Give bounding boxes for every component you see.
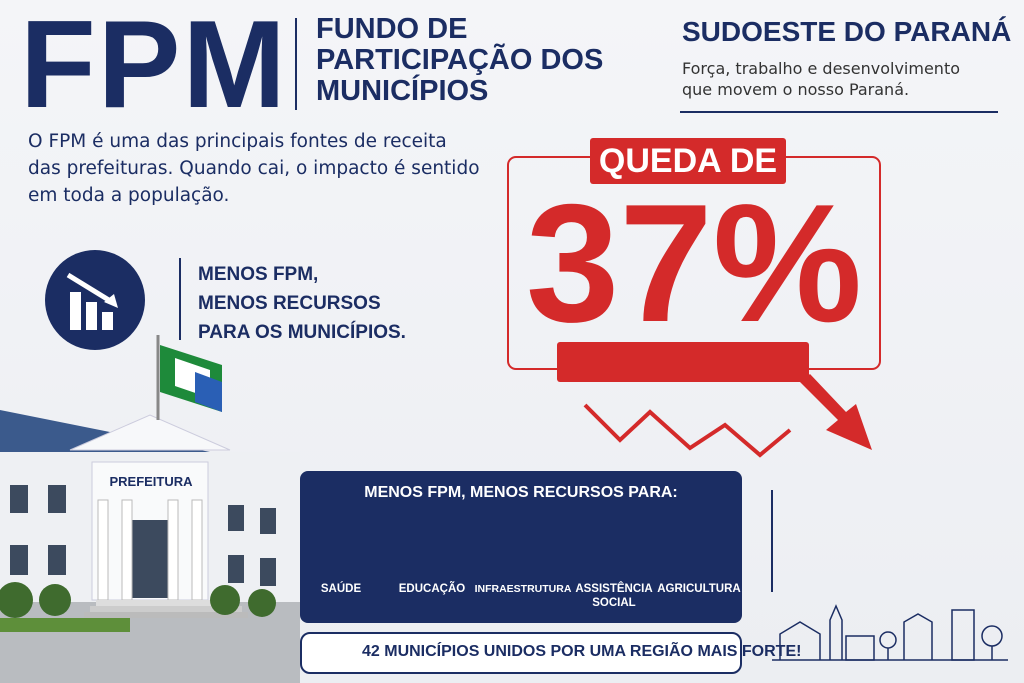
intro-line: O FPM é uma das principais fontes de rec… xyxy=(28,131,447,152)
intro-line: das prefeituras. Quando cai, o impacto é… xyxy=(28,158,480,179)
item-label: INFRAESTRUTURA xyxy=(474,583,572,595)
red-bar xyxy=(557,342,809,382)
panel-item: ASSISTÊNCIA SOCIAL xyxy=(571,582,657,610)
panel-item: INFRAESTRUTURA xyxy=(473,582,573,596)
item-label: SAÚDE xyxy=(320,583,362,595)
item-label: ASSISTÊNCIA xyxy=(575,583,653,595)
panel xyxy=(300,471,742,623)
town-skyline xyxy=(772,604,1008,661)
item-label: SOCIAL xyxy=(592,597,636,609)
panel-item: AGRICULTURA xyxy=(656,582,742,596)
highlight-value: 37% xyxy=(525,169,863,357)
callout-line: PARA OS MUNICÍPIOS. xyxy=(198,322,406,343)
region-subtitle: Força, trabalho e desenvolvimento que mo… xyxy=(682,58,960,100)
panel-item: EDUCAÇÃO xyxy=(389,582,475,596)
intro-line: em toda a população. xyxy=(28,185,230,206)
zigzag xyxy=(583,403,792,458)
region-title: SUDOESTE DO PARANÁ xyxy=(682,16,1012,47)
full-name-line: MUNICÍPIOS xyxy=(316,75,489,107)
panel-item: SAÚDE xyxy=(298,582,384,596)
acronym: FPM xyxy=(20,0,288,134)
intro: O FPM é uma das principais fontes de rec… xyxy=(28,128,480,209)
callout-line: MENOS RECURSOS xyxy=(198,293,381,314)
full-name-line: PARTICIPAÇÃO DOS xyxy=(316,44,604,76)
item-label: AGRICULTURA xyxy=(657,583,741,595)
full-name: FUNDO DE PARTICIPAÇÃO DOS MUNICÍPIOS xyxy=(316,14,603,107)
banner-text: 42 MUNICÍPIOS UNIDOS POR UMA REGIÃO MAIS… xyxy=(362,643,802,660)
bars-icon xyxy=(66,272,118,330)
panel-title: MENOS FPM, MENOS RECURSOS PARA: xyxy=(364,484,678,501)
full-name-line: FUNDO DE xyxy=(316,13,468,45)
trend-icon xyxy=(45,250,145,350)
item-label: EDUCAÇÃO xyxy=(398,583,466,595)
callout: MENOS FPM, MENOS RECURSOS PARA OS MUNICÍ… xyxy=(198,260,406,347)
building-sign: PREFEITURA xyxy=(109,474,193,489)
subtitle-line: que movem o nosso Paraná. xyxy=(682,80,910,99)
highlight-label: QUEDA DE xyxy=(590,138,786,184)
subtitle-line: Força, trabalho e desenvolvimento xyxy=(682,59,960,78)
callout-line: MENOS FPM, xyxy=(198,264,319,285)
down-arrow xyxy=(800,374,872,450)
building xyxy=(0,335,300,683)
banner xyxy=(300,632,742,674)
